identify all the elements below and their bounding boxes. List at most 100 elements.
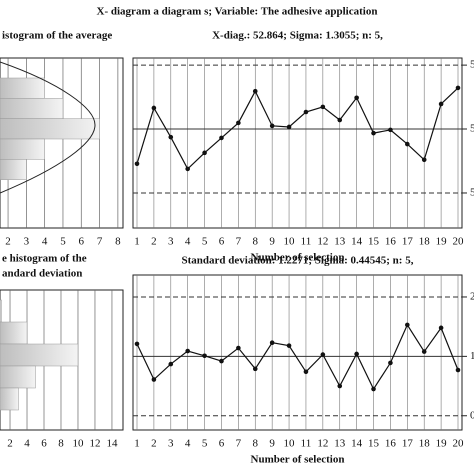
point <box>219 358 224 364</box>
x-tick-label: 19 <box>436 438 448 450</box>
x-tick-label: 15 <box>368 236 380 248</box>
x-tick-label: 2 <box>5 236 11 248</box>
point <box>438 101 444 107</box>
x-tick-label: 3 <box>24 236 30 248</box>
point <box>134 341 140 347</box>
x-tick-label: 12 <box>89 438 100 450</box>
bar <box>0 118 100 140</box>
x-tick-label: 16 <box>385 438 397 450</box>
x-tick-label: 9 <box>269 236 275 248</box>
x-tick-label: 6 <box>219 438 225 450</box>
x-tick-label: 10 <box>284 438 296 450</box>
x-tick-label: 4 <box>185 236 191 248</box>
x-tick-label: 8 <box>253 438 259 450</box>
plot-frame <box>132 57 463 229</box>
point <box>168 361 174 367</box>
x-tick-label: 7 <box>97 236 103 248</box>
x-tick-label: 13 <box>334 236 346 248</box>
plot-frame <box>132 274 463 431</box>
x-axis-label: Number of selection <box>251 454 345 466</box>
y-tick-label: 2 <box>470 291 474 303</box>
point <box>421 349 427 354</box>
point <box>236 120 241 126</box>
chart-title: istogram of the average <box>2 30 112 42</box>
x-tick-label: 11 <box>301 438 312 450</box>
x-tick-label: 16 <box>385 236 397 248</box>
point <box>202 353 207 359</box>
point <box>269 123 275 129</box>
x-tick-label: 20 <box>453 438 465 450</box>
y-tick-label: 0 <box>470 409 474 421</box>
bar <box>0 98 64 119</box>
plot-frame <box>0 289 124 431</box>
point <box>134 161 140 167</box>
x-tick-label: 15 <box>368 438 380 450</box>
point <box>421 157 427 163</box>
x-tick-label: 8 <box>58 438 64 450</box>
point <box>405 141 410 147</box>
x-tick-label: 19 <box>436 236 448 248</box>
x-tick-label: 14 <box>351 236 363 248</box>
x-tick-label: 2 <box>7 438 13 450</box>
bar <box>0 387 19 411</box>
x-tick-label: 4 <box>185 438 191 450</box>
x-tick-label: 3 <box>168 438 174 450</box>
x-tick-label: 6 <box>41 438 47 450</box>
x-tick-label: 18 <box>419 438 431 450</box>
y-tick-label: 5 <box>470 123 474 135</box>
chart-title: e histogram of the <box>2 253 87 265</box>
page-title: X- diagram a diagram s; Variable: The ad… <box>97 6 378 18</box>
point <box>303 109 309 115</box>
bar <box>0 299 2 323</box>
bar <box>0 77 45 99</box>
point <box>286 343 292 348</box>
point <box>337 383 343 389</box>
x-tick-label: 20 <box>453 236 465 248</box>
point <box>320 352 326 357</box>
point <box>269 340 275 346</box>
point <box>455 367 461 373</box>
chart-title: Standard deviation: 1.2271; Sigma: 0.445… <box>182 255 414 267</box>
point <box>303 369 309 375</box>
point <box>185 348 190 354</box>
y-tick-label: 5 <box>470 187 474 199</box>
point <box>202 150 207 156</box>
x-tick-label: 12 <box>317 236 328 248</box>
chart-title: andard deviation <box>2 268 82 280</box>
bar <box>0 321 28 345</box>
x-tick-label: 5 <box>60 236 66 248</box>
x-tick-label: 6 <box>79 236 85 248</box>
x-tick-label: 17 <box>402 236 414 248</box>
y-tick-label: 1 <box>470 350 474 362</box>
x-tick-label: 7 <box>236 438 242 450</box>
point <box>388 127 393 133</box>
point <box>455 85 461 91</box>
x-tick-label: 10 <box>72 438 84 450</box>
x-tick-label: 2 <box>151 236 157 248</box>
point <box>151 105 157 111</box>
x-tick-label: 5 <box>202 438 208 450</box>
x-tick-label: 10 <box>284 236 296 248</box>
point <box>320 104 326 110</box>
point <box>168 134 174 140</box>
x-tick-label: 2 <box>151 438 157 450</box>
plot-frame <box>0 57 124 229</box>
x-tick-label: 8 <box>253 236 259 248</box>
x-tick-label: 11 <box>301 236 312 248</box>
chart-title: X-diag.: 52.864; Sigma: 1.3055; n: 5, <box>212 30 383 42</box>
x-tick-label: 17 <box>402 438 414 450</box>
bar <box>0 159 27 180</box>
point <box>185 166 190 172</box>
series-line <box>136 87 459 170</box>
point <box>438 325 444 331</box>
normal-curve <box>0 61 96 194</box>
bar <box>0 343 79 367</box>
point <box>337 117 343 123</box>
point <box>388 360 393 366</box>
point <box>371 386 376 392</box>
point <box>286 124 292 130</box>
x-tick-label: 1 <box>134 236 140 248</box>
point <box>151 377 157 382</box>
point <box>219 135 224 141</box>
